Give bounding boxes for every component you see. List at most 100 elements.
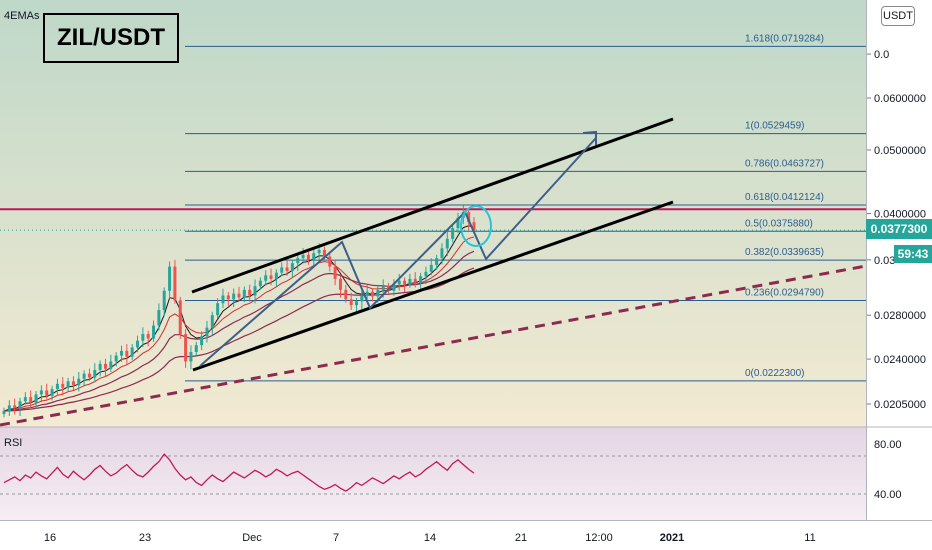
candle-body [440,248,444,259]
candle-body [45,390,49,396]
price-tick-label: 0.0 [874,49,889,61]
candle-body [349,299,353,306]
candle-body [301,254,305,259]
currency-button[interactable]: USDT [881,6,915,26]
candle-body [66,381,70,388]
time-tick-label: Dec [242,532,262,544]
time-tick-label: 2021 [660,532,684,544]
candle-body [333,266,337,279]
price-chart[interactable]: 0(0.0222300) 0.236(0.0294790) 0.382(0.0339… [0,0,866,520]
candle-body [376,289,380,297]
candle-body [360,295,364,302]
fib-level-label: 0.786(0.0463727) [745,158,824,169]
fib-level-label: 0(0.0222300) [745,368,805,379]
candle-body [13,405,17,409]
time-axis[interactable]: 16 23 Dec 7 14 21 12:00 2021 11 [0,520,932,550]
candle-body [205,327,209,337]
candle-body [328,256,332,267]
candle-body [216,303,220,316]
candle-body [50,389,54,396]
candle-body [93,369,97,378]
price-tick-label: 0.0280000 [874,310,926,322]
time-tick-label: 7 [333,532,339,544]
candle-body [322,249,326,257]
fib-level-label: 0.236(0.0294790) [745,287,824,298]
candle-body [162,290,166,311]
candle-body [152,325,156,339]
rsi-pane-background [0,427,866,520]
candle-body [290,263,294,271]
candle-body [184,334,188,362]
candle-body [408,278,412,285]
candle-body [237,293,241,298]
candle-body [338,278,342,290]
fib-level-label: 0.382(0.0339635) [745,247,824,258]
projection-path [199,137,597,367]
time-tick-label: 16 [44,532,56,544]
candle-body [34,394,38,403]
candle-body [258,280,262,287]
rsi-tick-label: 80.00 [874,439,902,451]
indicator-label[interactable]: 4EMAs [4,10,40,22]
candle-body [200,336,204,346]
candle-body [55,383,59,390]
drawings[interactable] [0,117,866,427]
candle-body [472,222,476,231]
candle-body [82,373,86,379]
candle-body [29,397,33,403]
candle-body [39,390,43,395]
ema-line [3,250,475,412]
time-tick-label: 12:00 [585,532,613,544]
time-tick-label: 11 [804,532,815,544]
long-trend-line [0,264,866,427]
candle-body [397,280,401,285]
price-tick-label: 0.0240000 [874,354,926,366]
ema-line [3,267,475,412]
candle-body [232,293,236,300]
candle-body [71,381,75,386]
bar-countdown-tag: 59:43 [894,245,932,263]
candle-body [296,258,300,264]
rsi-label[interactable]: RSI [4,437,23,449]
candle-body [61,383,65,388]
candles [2,205,476,418]
candle-body [146,334,150,339]
price-pane-background [0,0,866,427]
candle-body [312,253,316,260]
candle-body [178,300,182,335]
time-tick-label: 14 [424,532,436,544]
fib-level-label: 0.5(0.0375880) [745,218,813,229]
candle-body [269,275,273,279]
candle-body [87,373,91,378]
candle-body [317,249,321,254]
projection-arrowhead [582,130,597,145]
candle-body [189,352,193,362]
candle-body [429,264,433,272]
candle-body [285,267,289,271]
candle-body [7,405,11,412]
candle-body [403,280,407,285]
candle-body [109,361,113,369]
candle-body [98,363,102,370]
channel-upper-line [191,117,674,294]
ema-line [3,236,475,412]
time-tick-label: 21 [515,532,527,544]
candle-body [103,363,107,369]
candle-body [136,340,140,348]
price-tick-label: 0.0205000 [874,399,926,411]
candle-body [424,271,428,277]
candle-body [226,295,230,300]
candle-body [306,254,310,260]
candle-body [242,289,246,298]
candle-body [344,289,348,300]
candle-body [130,347,134,357]
candle-body [253,286,257,296]
price-tick-label: 0.0600000 [874,93,926,105]
candle-body [435,258,439,265]
time-tick-label: 23 [139,532,151,544]
candle-body [120,350,123,356]
candle-body [194,345,198,353]
candle-body [77,378,81,386]
candle-body [274,272,278,279]
rsi-line [3,453,475,492]
